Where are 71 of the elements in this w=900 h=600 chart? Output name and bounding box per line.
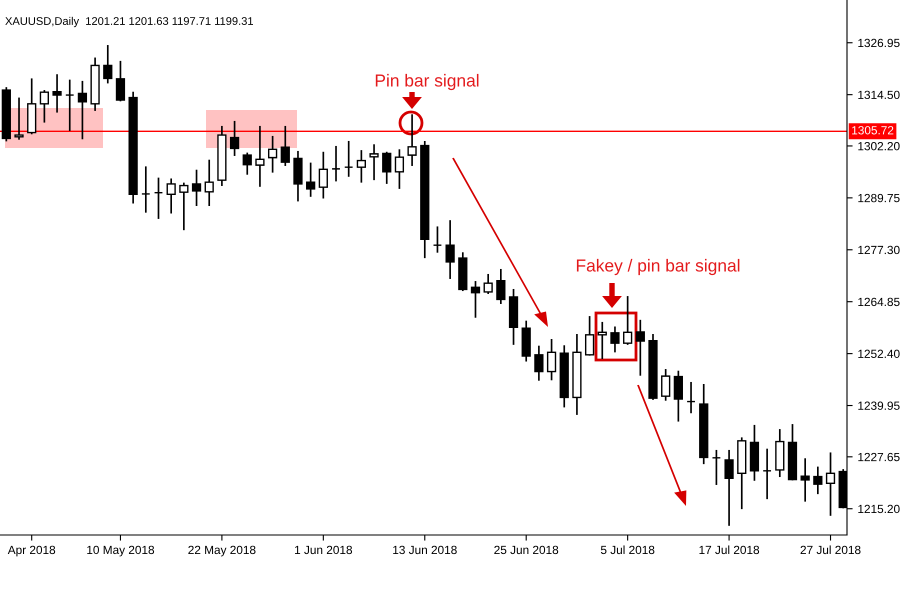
candlestick — [661, 369, 670, 401]
candlestick — [344, 140, 354, 177]
y-tick-label: 1215.20 — [858, 504, 900, 514]
candlestick — [318, 152, 328, 198]
candlestick — [584, 316, 594, 356]
candlestick — [724, 450, 734, 526]
x-tick-label: 22 May 2018 — [188, 546, 256, 556]
candlestick — [470, 281, 480, 318]
candlestick — [14, 98, 24, 140]
y-tick-label: 1252.40 — [858, 350, 900, 358]
candlestick — [255, 126, 265, 187]
candlestick — [762, 448, 772, 500]
candlestick — [813, 466, 822, 494]
candlestick — [356, 150, 366, 183]
candlestick — [636, 320, 645, 376]
candlestick — [598, 322, 607, 360]
candlestick — [242, 152, 252, 175]
candlestick — [407, 114, 417, 166]
candlestick — [826, 452, 836, 516]
candlestick — [154, 178, 164, 219]
candlestick — [204, 160, 214, 206]
candlestick — [369, 144, 379, 180]
candlestick — [610, 326, 620, 352]
x-tick-label: 5 Jul 2018 — [600, 545, 654, 554]
text: XAUUSD,Daily 1201.21 1201.63 1197.71 1199.31 — [5, 16, 253, 28]
candlestick — [40, 90, 50, 123]
candlestick — [268, 136, 278, 173]
candlestick — [331, 146, 341, 182]
y-tick-label: 1302.20 — [858, 142, 900, 150]
x-tick-label: 1 Jun 2018 — [295, 546, 352, 554]
candlestick — [534, 346, 544, 381]
candlestick — [230, 120, 240, 156]
candlestick — [712, 450, 722, 485]
candlestick — [192, 170, 202, 206]
ref-line-label: 1305.72 — [852, 126, 894, 134]
candlestick — [78, 80, 88, 140]
candlestick — [116, 60, 126, 102]
y-tick-label: 1314.50 — [858, 90, 900, 100]
y-tick-label: 1326.95 — [858, 38, 900, 48]
y-tick-label: 1289.75 — [858, 194, 900, 202]
x-tick-label: 27 Jul 2018 — [800, 545, 861, 554]
x-tick-label: Apr 2018 — [8, 546, 56, 556]
x-tick-label: 25 Jun 2018 — [494, 546, 558, 554]
candlestick — [394, 149, 404, 189]
candlestick — [446, 220, 455, 279]
candlestick — [103, 45, 112, 84]
candlestick — [382, 152, 392, 184]
candlestick — [179, 182, 188, 230]
candlestick — [52, 74, 62, 113]
y-tick-label: 1264.85 — [858, 298, 900, 306]
candlestick — [306, 162, 316, 197]
candlestick — [496, 268, 506, 304]
candlestick — [800, 458, 810, 502]
annotation: Fakey / pin bar signal — [576, 258, 740, 276]
candlestick — [674, 370, 683, 422]
x-tick-label: 10 May 2018 — [87, 546, 154, 556]
y-tick-label: 1239.95 — [858, 402, 900, 410]
candlestick — [166, 178, 176, 214]
candlestick — [141, 166, 150, 213]
x-tick-label: 17 Jul 2018 — [699, 545, 760, 554]
y-tick-label: 1227.65 — [858, 452, 900, 462]
candlestick — [432, 226, 442, 253]
y-tick-label: 1277.30 — [858, 246, 900, 254]
x-tick-label: 13 Jun 2018 — [393, 546, 457, 554]
candlestick — [65, 80, 74, 131]
candlestick — [686, 382, 696, 414]
annotation: Pin bar signal — [376, 74, 478, 90]
candlestick — [280, 126, 290, 166]
candlestick — [623, 296, 632, 345]
candlestick — [546, 339, 556, 380]
candlestick — [484, 274, 493, 294]
